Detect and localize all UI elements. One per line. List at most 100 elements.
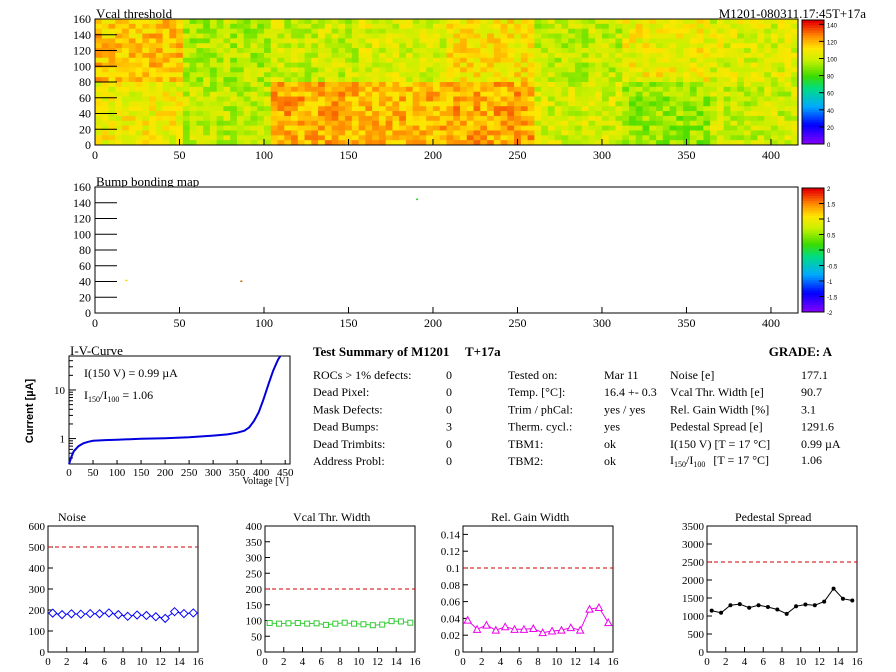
vcal-cell [453, 28, 461, 34]
vcal-cell [304, 101, 312, 107]
vcal-cell [527, 130, 535, 136]
vcal-cell [392, 125, 400, 131]
palette-band [802, 190, 824, 194]
vcal-cell [95, 28, 103, 34]
vcal-cell [196, 28, 204, 34]
palette-band [802, 274, 824, 278]
vcal-cell [284, 72, 292, 78]
vcal-cell [236, 125, 245, 131]
vcal-cell [439, 111, 447, 117]
vcal-cell [412, 62, 420, 68]
vcal-cell [534, 48, 542, 54]
vcal-cell [270, 72, 278, 78]
vcal-cell [189, 140, 197, 146]
data-point [528, 623, 538, 632]
vcal-cell [209, 43, 218, 49]
vcal-cell [182, 82, 191, 88]
vcal-cell [723, 82, 731, 88]
palette-band [802, 49, 824, 53]
vcal-cell [115, 86, 123, 93]
vcal-cell [331, 62, 339, 68]
vcal-cell [784, 52, 792, 59]
vcal-cell [757, 77, 765, 83]
vcal-cell [635, 43, 643, 49]
vcal-cell [128, 115, 136, 122]
vcal-cell [520, 86, 529, 93]
vcal-cell [250, 82, 258, 88]
vcal-cell [169, 106, 177, 112]
vcal-cell [405, 91, 414, 97]
vcal-cell [629, 38, 637, 44]
y-tick-label: 60 [79, 91, 91, 105]
vcal-cell [608, 57, 616, 64]
palette-band [802, 62, 824, 66]
vcal-cell [95, 43, 103, 49]
vcal-cell [561, 86, 569, 93]
vcal-cell [101, 115, 109, 122]
vcal-cell [385, 19, 393, 25]
vcal-cell [716, 140, 725, 146]
vcal-cell [493, 125, 501, 131]
vcal-cell [669, 115, 677, 122]
data-point [822, 599, 827, 604]
vcal-cell [466, 48, 474, 54]
vcal-cell [365, 67, 373, 73]
vcal-cell [399, 33, 407, 39]
vcal-cell [493, 52, 501, 59]
vcal-cell [514, 48, 522, 54]
vcal-cell [108, 38, 116, 44]
vcal-cell [304, 140, 312, 146]
vcal-cell [527, 43, 535, 49]
vcal-cell [460, 52, 468, 59]
vcal-cell [622, 86, 630, 93]
vcal-cell [338, 91, 346, 97]
summary-left-label: Dead Pixel: [313, 385, 369, 399]
vcal-cell [385, 77, 393, 83]
vcal-cell [777, 23, 785, 30]
vcal-cell [203, 77, 211, 83]
palette-band [802, 282, 824, 286]
small-x-tick-label: 4 [300, 656, 306, 668]
vcal-cell [446, 33, 454, 39]
vcal-cell [365, 19, 373, 25]
vcal-cell [270, 43, 278, 49]
vcal-cell [345, 101, 353, 107]
vcal-cell [304, 130, 312, 136]
vcal-cell [115, 120, 123, 127]
vcal-cell [412, 57, 420, 64]
vcal-cell [291, 120, 299, 127]
vcal-cell [230, 115, 238, 122]
vcal-cell [101, 23, 109, 30]
vcal-cell [750, 28, 758, 34]
vcal-cell [297, 77, 305, 83]
vcal-cell [108, 33, 116, 39]
vcal-cell [405, 120, 414, 127]
vcal-cell [689, 111, 698, 117]
vcal-cell [176, 19, 184, 25]
vcal-cell [568, 43, 576, 49]
vcal-cell [743, 111, 752, 117]
vcal-cell [318, 125, 326, 131]
vcal-cell [487, 62, 495, 68]
vcal-cell [696, 52, 704, 59]
vcal-cell [473, 67, 481, 73]
vcal-cell [162, 96, 170, 102]
vcal-cell [750, 33, 758, 39]
vcal-cell [656, 33, 664, 39]
vcal-cell [615, 106, 623, 112]
vcal-cell [223, 52, 231, 59]
vcal-cell [487, 120, 495, 127]
vcal-cell [716, 130, 725, 136]
vcal-cell [432, 140, 441, 146]
vcal-cell [460, 19, 468, 25]
vcal-cell [601, 120, 610, 127]
vcal-cell [656, 135, 664, 141]
vcal-cell [439, 101, 447, 107]
vcal-cell [757, 140, 765, 146]
vcal-cell [236, 52, 245, 59]
vcal-cell [426, 120, 434, 127]
vcal-cell [101, 52, 109, 59]
vcal-cell [209, 101, 218, 107]
vcal-cell [405, 106, 414, 112]
vcal-cell [162, 111, 170, 117]
